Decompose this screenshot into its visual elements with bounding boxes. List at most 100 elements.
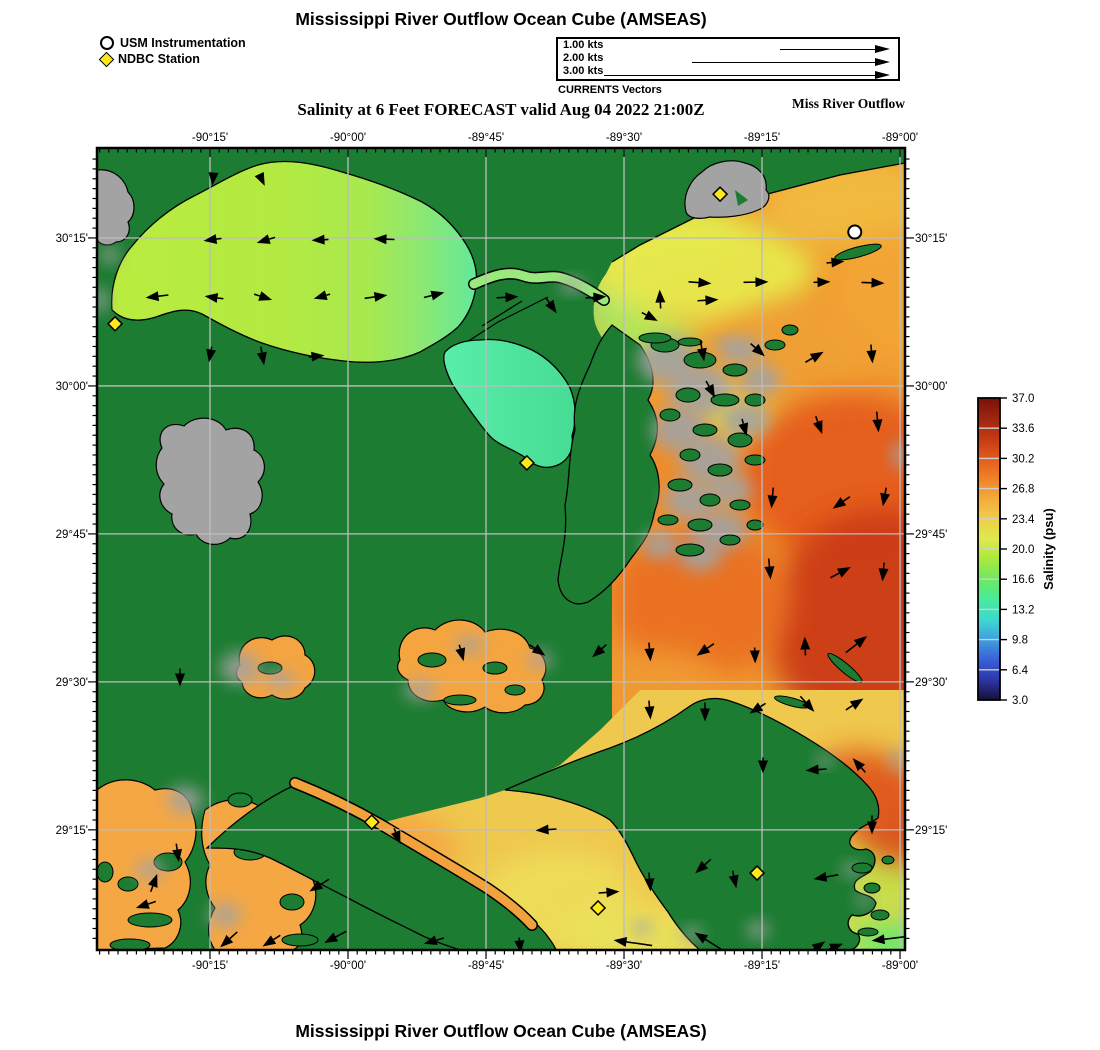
current-vector-arrow bbox=[593, 292, 607, 303]
current-vector-arrow bbox=[751, 343, 765, 357]
vector-scale-label: 2.00 kts bbox=[563, 52, 604, 64]
marsh-islet bbox=[744, 454, 766, 466]
vector-scale-row: 2.00 kts bbox=[558, 52, 898, 66]
current-vector-arrow bbox=[809, 351, 824, 363]
ndbc-station-marker bbox=[590, 899, 607, 917]
current-vector-arrow bbox=[606, 887, 620, 898]
x-tick-label-bottom: -90°15' bbox=[192, 960, 228, 972]
vector-scale-label: 1.00 kts bbox=[563, 39, 604, 51]
y-tick-label-right: 29°15' bbox=[915, 825, 947, 837]
current-vector-arrow bbox=[866, 350, 877, 364]
vector-scale-arrow-3kt bbox=[604, 71, 890, 79]
colorbar-tick-label: 37.0 bbox=[1012, 393, 1034, 405]
current-vector-arrow bbox=[832, 497, 847, 509]
current-vector-arrow bbox=[204, 292, 219, 303]
current-vector-arrow bbox=[148, 873, 158, 888]
colorbar-label: Salinity (psu) bbox=[1041, 508, 1056, 590]
miss-river-outflow-label: Miss River Outflow bbox=[792, 96, 905, 111]
current-vector-arrow bbox=[867, 821, 877, 835]
current-vector-arrow bbox=[254, 171, 265, 186]
current-vector-arrow bbox=[455, 647, 466, 662]
delta-islet bbox=[851, 862, 873, 874]
footer-title: Mississippi River Outflow Ocean Cube (AM… bbox=[295, 1021, 707, 1041]
current-vector-arrow bbox=[705, 295, 719, 306]
current-vector-arrow bbox=[755, 277, 769, 288]
x-tick-label-top: -89°45' bbox=[468, 132, 504, 144]
current-vector-arrow bbox=[531, 644, 546, 656]
current-vector-arrow bbox=[311, 234, 325, 245]
delta-islet bbox=[863, 882, 881, 894]
page-title: Mississippi River Outflow Ocean Cube (AM… bbox=[295, 9, 707, 29]
vector-scale-arrow-2kt bbox=[692, 58, 890, 66]
y-tick-label-left: 30°15' bbox=[56, 233, 88, 245]
current-vector-arrow bbox=[853, 635, 868, 648]
ndbc-station-marker bbox=[748, 864, 766, 882]
marsh-islet bbox=[710, 393, 740, 407]
current-vector-arrow bbox=[696, 347, 707, 362]
current-vector-arrow bbox=[373, 291, 388, 302]
current-vector-arrow bbox=[309, 880, 324, 892]
marsh-islet bbox=[719, 534, 741, 546]
current-vector-arrow bbox=[813, 871, 828, 882]
legend-label: NDBC Station bbox=[118, 52, 200, 66]
vector-scale-arrow-1kt bbox=[780, 45, 890, 53]
colorbar-tick-label: 6.4 bbox=[1012, 665, 1029, 677]
arrowhead-icon bbox=[875, 58, 890, 66]
marsh-islet bbox=[679, 448, 701, 462]
marsh-islet bbox=[727, 432, 753, 448]
marsh-islet bbox=[675, 543, 705, 557]
currents-vector-scale-box: 1.00 kts 2.00 kts 3.00 kts bbox=[556, 37, 900, 81]
marsh-islet bbox=[281, 933, 319, 947]
current-vector-arrow bbox=[514, 940, 525, 950]
marsh-islet bbox=[764, 339, 786, 351]
nodata-gray-patch bbox=[721, 402, 769, 438]
current-vector-arrow bbox=[644, 706, 655, 720]
current-vector-arrow bbox=[728, 874, 739, 889]
x-tick-label-top: -89°15' bbox=[744, 132, 780, 144]
current-vector-arrow bbox=[801, 698, 815, 712]
marsh-islet bbox=[109, 938, 151, 950]
y-tick-label-right: 29°30' bbox=[915, 677, 947, 689]
current-vector-arrow bbox=[872, 419, 883, 433]
current-vector-arrow bbox=[829, 943, 844, 950]
current-vector-arrow bbox=[423, 935, 438, 946]
nodata-gray-patch bbox=[740, 364, 780, 396]
ndbc-station-marker bbox=[106, 315, 124, 332]
x-tick-label-bottom: -89°45' bbox=[468, 960, 504, 972]
colorbar-tick-label: 23.4 bbox=[1012, 514, 1035, 526]
x-tick-label-bottom: -89°00' bbox=[882, 960, 918, 972]
x-tick-label-bottom: -89°15' bbox=[744, 960, 780, 972]
marsh-islet bbox=[279, 893, 305, 911]
marsh-islet bbox=[675, 387, 701, 403]
vector-scale-label: 3.00 kts bbox=[563, 65, 604, 77]
x-tick-label-top: -90°00' bbox=[330, 132, 366, 144]
x-tick-label-top: -89°00' bbox=[882, 132, 918, 144]
colorbar-tick-label: 16.6 bbox=[1012, 574, 1034, 586]
current-vectors bbox=[135, 171, 905, 950]
current-vector-arrow bbox=[738, 422, 749, 437]
x-tick-label-bottom: -89°30' bbox=[606, 960, 642, 972]
current-vector-arrow bbox=[694, 932, 709, 944]
current-vector-arrow bbox=[505, 292, 519, 303]
nodata-gray-patch bbox=[642, 531, 678, 559]
current-vector-arrow bbox=[256, 351, 267, 366]
colorbar-tick-label: 26.8 bbox=[1012, 484, 1034, 496]
marsh-islet bbox=[97, 861, 114, 883]
current-vector-arrow bbox=[852, 758, 866, 772]
current-vector-arrow bbox=[836, 566, 851, 578]
current-vector-arrow bbox=[592, 644, 606, 658]
current-vector-arrow bbox=[613, 936, 628, 947]
current-vector-arrow bbox=[324, 932, 339, 944]
current-vector-arrow bbox=[535, 824, 549, 835]
current-vector-arrow bbox=[805, 764, 819, 775]
marsh-islet bbox=[667, 478, 693, 492]
marsh-islet bbox=[117, 876, 139, 892]
current-vector-arrow bbox=[655, 289, 666, 303]
current-vector-arrow bbox=[430, 290, 445, 301]
current-vector-arrow bbox=[696, 644, 711, 656]
nodata-gray-patch bbox=[97, 169, 135, 246]
arrowhead-icon bbox=[875, 45, 890, 53]
current-vector-arrow bbox=[206, 348, 217, 363]
bay-st-louis-gray bbox=[684, 160, 770, 219]
